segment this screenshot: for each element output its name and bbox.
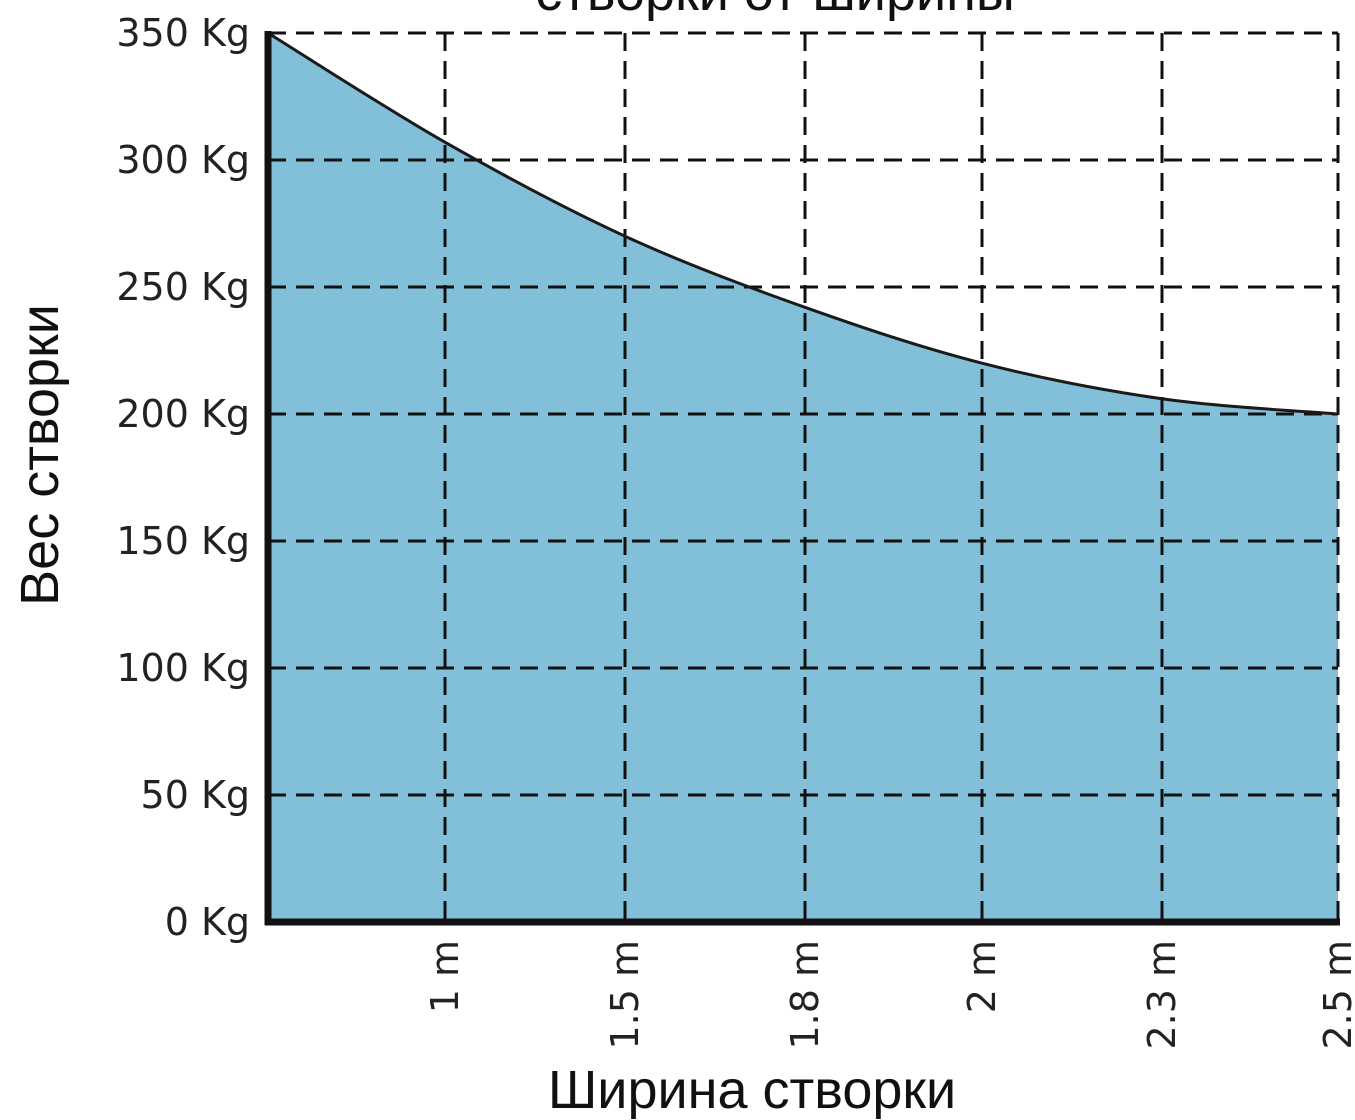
- x-tick-label: 1 m: [423, 940, 467, 1013]
- y-tick-label: 50 Kg: [141, 773, 250, 817]
- y-tick-label: 150 Kg: [116, 519, 250, 563]
- y-tick-labels: 0 Kg 50 Kg 100 Kg 150 Kg 200 Kg 250 Kg 300 Kg 3…: [116, 11, 250, 944]
- series-curve: [267, 31, 1339, 416]
- y-tick-label: 250 Kg: [116, 265, 250, 309]
- y-tick-label: 200 Kg: [116, 392, 250, 436]
- grid: [268, 31, 1340, 922]
- y-axis-title: Вес створки: [10, 304, 70, 606]
- y-tick-label: 350 Kg: [116, 11, 250, 55]
- x-tick-label: 2.3 m: [1140, 940, 1184, 1050]
- x-tick-label: 1.5 m: [603, 940, 647, 1050]
- x-tick-label: 1.8 m: [783, 940, 827, 1050]
- y-tick-label: 0 Kg: [165, 900, 250, 944]
- chart-title: створки от ширины: [535, 0, 1015, 22]
- axes: [264, 31, 1340, 926]
- x-tick-label: 2 m: [960, 940, 1004, 1013]
- x-tick-labels: 1 m 1.5 m 1.8 m 2 m 2.3 m 2.5 m: [423, 940, 1355, 1050]
- area-fill: [268, 33, 1338, 922]
- x-axis-title: Ширина створки: [548, 1060, 956, 1120]
- x-tick-label: 2.5 m: [1316, 940, 1355, 1050]
- y-tick-label: 100 Kg: [116, 646, 250, 690]
- y-tick-label: 300 Kg: [116, 138, 250, 182]
